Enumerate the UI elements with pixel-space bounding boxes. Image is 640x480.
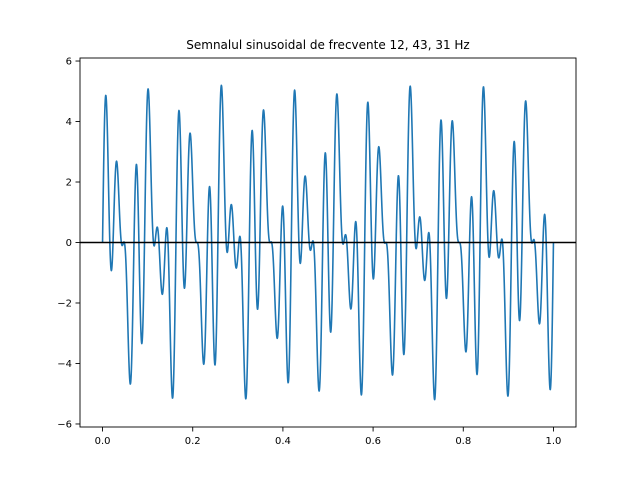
x-tick-label: 1.0 — [546, 436, 562, 447]
y-tick-label: 2 — [66, 178, 72, 189]
x-tick-label: 0.2 — [185, 436, 201, 447]
y-tick-label: 0 — [66, 238, 72, 249]
y-tick-label: −2 — [57, 298, 72, 309]
y-tick-label: −6 — [57, 419, 72, 430]
y-tick-label: 4 — [66, 117, 72, 128]
y-tick-label: 6 — [66, 57, 72, 68]
x-tick-label: 0.0 — [95, 436, 111, 447]
chart-title: Semnalul sinusoidal de frecvente 12, 43,… — [186, 38, 469, 52]
y-tick-label: −4 — [57, 359, 72, 370]
x-tick-label: 0.4 — [275, 436, 291, 447]
x-tick-label: 0.6 — [365, 436, 381, 447]
x-tick-label: 0.8 — [455, 436, 471, 447]
